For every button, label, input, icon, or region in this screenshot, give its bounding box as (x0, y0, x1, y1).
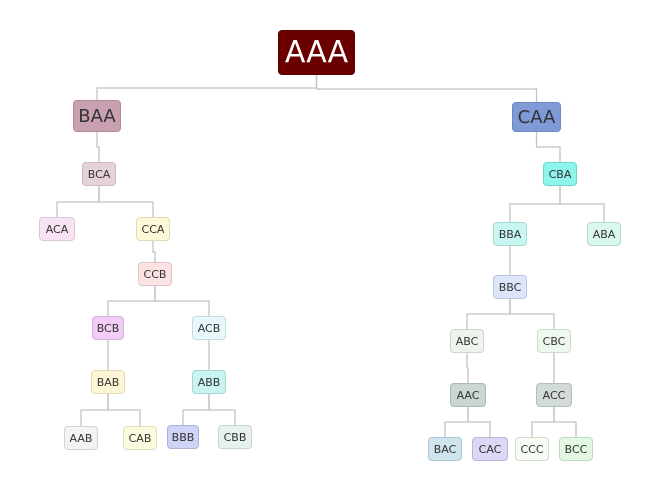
node-bcc[interactable]: BCC (559, 437, 593, 461)
edge-cba-bba (509, 186, 561, 222)
edge-bab-aab (80, 394, 109, 426)
node-cca[interactable]: CCA (136, 217, 170, 241)
edge-cca-ccb (152, 241, 156, 262)
edge-aac-cac (467, 407, 491, 437)
node-cab[interactable]: CAB (123, 426, 157, 450)
edge-bca-aca (56, 186, 100, 217)
node-ccc[interactable]: CCC (515, 437, 549, 461)
node-caa[interactable]: CAA (512, 102, 561, 132)
node-aba[interactable]: ABA (587, 222, 621, 246)
edge-acc-ccc (531, 407, 555, 437)
node-abb[interactable]: ABB (192, 370, 226, 394)
edge-ccb-bcb (107, 286, 156, 316)
node-bbb[interactable]: BBB (167, 425, 199, 449)
node-baa[interactable]: BAA (73, 100, 121, 132)
node-aac[interactable]: AAC (450, 383, 486, 407)
edge-abb-bbb (182, 394, 210, 425)
node-bba[interactable]: BBA (493, 222, 527, 246)
edge-aac-bac (444, 407, 469, 437)
node-bca[interactable]: BCA (82, 162, 116, 186)
edge-bca-cca (98, 186, 154, 217)
node-acc[interactable]: ACC (536, 383, 572, 407)
edge-abb-cbb (208, 394, 236, 425)
node-bbc[interactable]: BBC (493, 275, 527, 299)
edge-aaa-baa (96, 75, 318, 100)
node-bac[interactable]: BAC (428, 437, 462, 461)
node-cba[interactable]: CBA (543, 162, 577, 186)
node-bab[interactable]: BAB (91, 370, 125, 394)
node-cac[interactable]: CAC (472, 437, 508, 461)
edge-caa-cba (535, 132, 561, 162)
node-acb[interactable]: ACB (192, 316, 226, 340)
node-cbc[interactable]: CBC (537, 329, 571, 353)
node-aab[interactable]: AAB (64, 426, 98, 450)
edge-bab-cab (107, 394, 141, 426)
edge-abc-aac (466, 353, 469, 383)
edge-bbc-abc (466, 299, 511, 329)
node-bcb[interactable]: BCB (92, 316, 124, 340)
edge-aaa-caa (315, 75, 538, 102)
node-cbb[interactable]: CBB (218, 425, 252, 449)
node-aaa[interactable]: AAA (278, 30, 355, 75)
node-abc[interactable]: ABC (450, 329, 484, 353)
node-ccb[interactable]: CCB (138, 262, 172, 286)
edge-baa-bca (96, 132, 100, 162)
edge-bbc-cbc (509, 299, 555, 329)
edge-ccb-acb (154, 286, 210, 316)
edge-acc-bcc (553, 407, 577, 437)
node-aca[interactable]: ACA (39, 217, 75, 241)
edge-cba-aba (559, 186, 605, 222)
